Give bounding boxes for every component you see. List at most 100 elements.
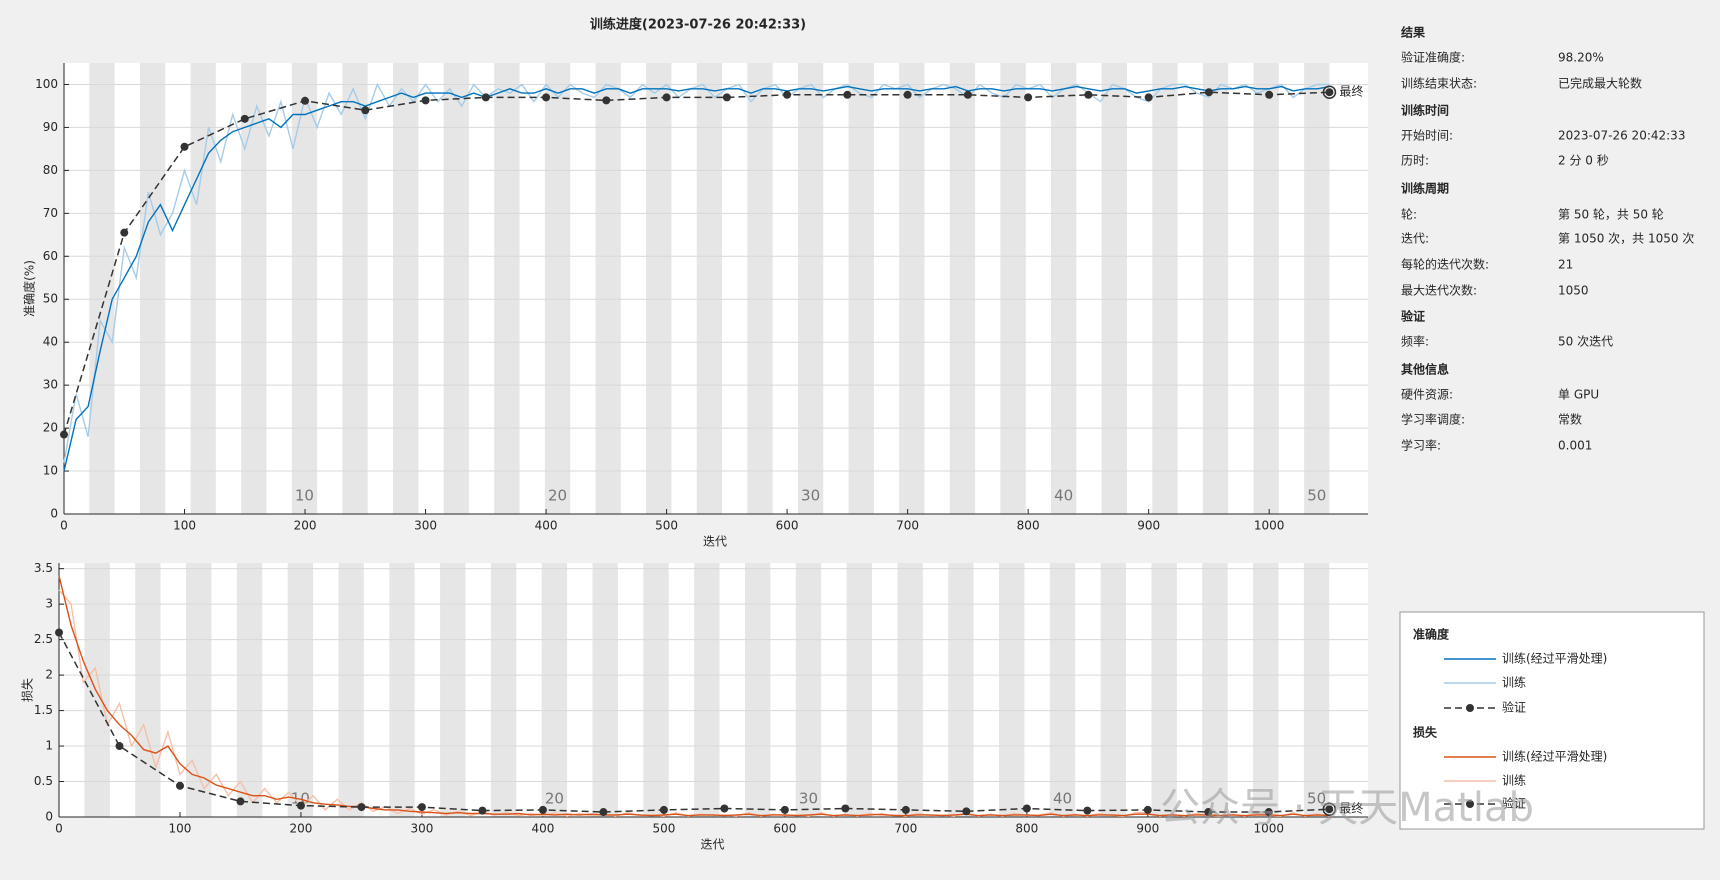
legend-label: 训练(经过平滑处理) [1502, 651, 1607, 666]
series-line [63, 91, 1330, 435]
epoch-band [592, 563, 618, 817]
y-tick-label: 2.5 [34, 632, 53, 646]
y-tick-label: 10 [43, 464, 58, 478]
info-value: 98.20% [1558, 51, 1604, 65]
data-point [240, 114, 249, 123]
epoch-band [89, 63, 115, 514]
epoch-band [643, 563, 669, 817]
epoch-band [440, 563, 466, 817]
info-label: 开始时间: [1401, 129, 1453, 143]
y-tick-label: 60 [43, 249, 58, 263]
data-point [542, 93, 551, 102]
legend-label: 验证 [1502, 700, 1526, 715]
epoch-band [135, 563, 161, 817]
x-tick-label: 300 [414, 519, 437, 533]
info-value: 1050 [1558, 284, 1589, 298]
legend-box [1399, 611, 1705, 830]
data-point [662, 93, 671, 102]
x-tick-label: 800 [1015, 822, 1038, 836]
data-point [115, 742, 124, 751]
epoch-band [1000, 63, 1026, 514]
epoch-label: 20 [548, 487, 567, 505]
data-point [901, 805, 910, 814]
x-tick-label: 200 [294, 519, 317, 533]
y-tick-label: 90 [43, 120, 58, 134]
epoch-band [1202, 63, 1229, 514]
info-label: 学习率: [1401, 438, 1441, 453]
series-line [58, 632, 1330, 813]
data-point [903, 90, 912, 99]
epoch-band [846, 563, 872, 817]
data-point [780, 805, 789, 814]
legend-marker [1466, 704, 1474, 712]
epoch-label: 50 [1307, 790, 1326, 808]
y-tick-label: 40 [43, 335, 58, 349]
data-point [1084, 90, 1093, 99]
info-value: 单 GPU [1558, 388, 1599, 402]
epoch-band [1151, 563, 1177, 817]
info-label: 轮: [1401, 208, 1417, 222]
y-tick-label: 1 [45, 739, 53, 753]
x-tick-label: 100 [169, 822, 192, 836]
x-tick-label: 0 [55, 822, 63, 836]
y-tick-label: 0.5 [34, 774, 53, 788]
y-tick-label: 0 [50, 507, 58, 521]
epoch-band [897, 563, 923, 817]
x-tick-label: 700 [894, 822, 917, 836]
y-tick-label: 50 [43, 292, 58, 306]
epoch-band [747, 63, 773, 514]
data-point [175, 781, 184, 790]
legend-marker [1466, 800, 1474, 808]
data-point [1024, 93, 1033, 102]
data-point [361, 106, 370, 115]
data-point [1325, 805, 1334, 814]
x-tick-label: 800 [1017, 519, 1040, 533]
data-point [120, 228, 129, 237]
legend-label: 训练 [1502, 773, 1526, 788]
epoch-band [1253, 563, 1279, 817]
epoch-band [139, 63, 166, 514]
x-tick-label: 500 [652, 822, 675, 836]
data-point [357, 803, 366, 812]
info-value: 第 1050 次，共 1050 次 [1558, 232, 1694, 246]
info-value: 常数 [1558, 412, 1582, 427]
epoch-band [291, 63, 318, 514]
epoch-label: 50 [1307, 487, 1326, 505]
x-tick-label: 900 [1136, 822, 1159, 836]
info-label: 迭代: [1401, 232, 1429, 246]
epoch-label: 40 [1053, 790, 1072, 808]
epoch-band [287, 563, 314, 817]
y-axis-label: 损失 [20, 678, 35, 702]
info-label: 最大迭代次数: [1401, 283, 1477, 298]
legend-title: 准确度 [1413, 627, 1450, 642]
y-axis-label: 准确度(%) [22, 260, 37, 317]
legend-label: 验证 [1502, 796, 1526, 811]
epoch-band [1100, 563, 1127, 817]
epoch-band [338, 563, 364, 817]
epoch-label: 30 [799, 790, 818, 808]
x-tick-label: 400 [531, 822, 554, 836]
epoch-label: 30 [801, 487, 820, 505]
epoch-band [342, 63, 368, 514]
data-point [602, 96, 611, 105]
final-label: 最终 [1339, 801, 1363, 816]
info-value: 已完成最大轮数 [1558, 76, 1642, 91]
data-point [55, 628, 63, 637]
legend-title: 损失 [1413, 725, 1438, 740]
epoch-band [241, 63, 267, 514]
data-point [783, 90, 792, 99]
x-tick-label: 100 [173, 519, 196, 533]
data-point [843, 90, 852, 99]
y-tick-label: 2 [45, 668, 53, 682]
epoch-band [84, 563, 110, 817]
epoch-band [1303, 563, 1330, 817]
epoch-band [544, 63, 571, 514]
info-label: 硬件资源: [1401, 388, 1453, 402]
epoch-band [1202, 563, 1228, 817]
epoch-band [795, 563, 822, 817]
epoch-band [393, 63, 419, 514]
epoch-band [999, 563, 1025, 817]
x-axis-label: 迭代 [703, 535, 727, 549]
